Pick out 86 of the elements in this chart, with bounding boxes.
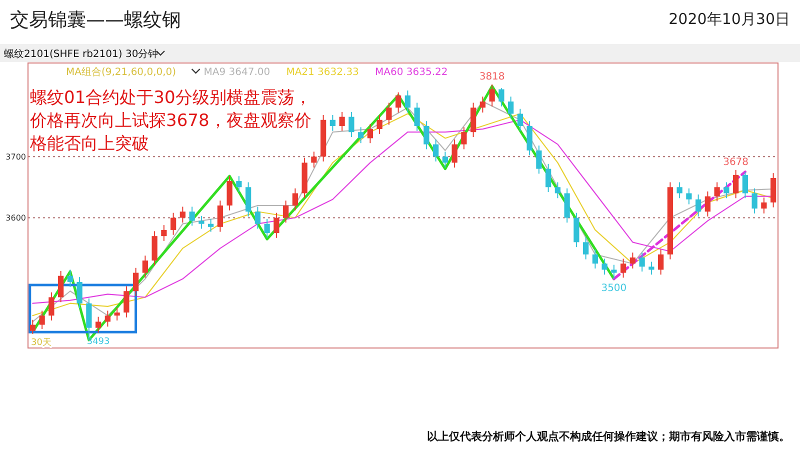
candlestick (283, 200, 289, 224)
y-tick-label: 3700 (6, 152, 26, 162)
annotation: 格能否向上突破 (29, 134, 149, 154)
candlestick (517, 108, 523, 132)
candlestick (189, 206, 195, 226)
candlestick (170, 212, 176, 236)
candlestick (676, 182, 682, 199)
candlestick (133, 267, 139, 297)
candlestick (452, 138, 458, 168)
candlestick (386, 102, 392, 126)
candlestick (461, 126, 467, 150)
candlestick (498, 88, 504, 107)
text: MA21 3632.33 (286, 67, 359, 78)
annotation: 价格再次向上试探3678，夜盘观察价 (29, 111, 312, 131)
annotation: 30天 (31, 337, 52, 348)
candlestick (508, 96, 514, 120)
candlestick (39, 310, 45, 330)
candlestick (76, 276, 82, 309)
annotation: 3818 (479, 71, 505, 82)
candlestick (376, 114, 382, 134)
candlestick (292, 188, 298, 211)
candlestick (752, 188, 758, 214)
candlestick (424, 120, 430, 150)
annotation: 3493 (86, 337, 110, 347)
candlestick (489, 84, 495, 107)
candlestick (724, 182, 730, 199)
candlestick (198, 215, 204, 230)
candlestick (546, 163, 552, 193)
chart-title: 交易锦囊——螺纹钢 (10, 9, 181, 31)
candlestick (583, 236, 589, 260)
candlestick (630, 252, 636, 269)
candlestick (236, 176, 242, 193)
candlestick (733, 170, 739, 199)
candlestick (686, 188, 692, 205)
candlestick (592, 249, 598, 269)
candlestick (254, 206, 260, 230)
candlestick (554, 182, 560, 199)
candlestick (142, 255, 148, 278)
annotation: 螺纹01合约处于30分级别横盘震荡， (30, 88, 312, 108)
candlestick (620, 258, 626, 278)
candlestick (396, 92, 402, 114)
candlestick (104, 310, 110, 328)
candlestick (761, 197, 767, 214)
candlestick (358, 126, 364, 144)
candlestick (367, 124, 373, 144)
text: MA60 3635.22 (375, 67, 448, 78)
candlestick (96, 316, 102, 334)
candlestick (311, 151, 317, 168)
chart-subtitle: 螺纹2101(SHFE rb2101) 30分钟 (4, 48, 158, 60)
candlestick (274, 212, 280, 238)
candlestick (67, 269, 73, 288)
candlestick (433, 138, 439, 162)
candlestick (30, 319, 36, 334)
y-tick-label: 3600 (6, 214, 26, 223)
candlestick (414, 102, 420, 132)
text: 以上仅代表分析师个人观点不构成任何操作建议；期市有风险入市需谨慎。 (427, 430, 790, 443)
candlestick (480, 96, 486, 114)
text: MA9 3647.00 (204, 67, 270, 78)
candlestick (339, 111, 345, 132)
candlestick (442, 151, 448, 168)
candlestick (208, 218, 214, 232)
candlestick (58, 270, 64, 303)
candlestick (404, 90, 410, 114)
candlestick (696, 194, 702, 218)
candlestick (348, 111, 354, 138)
candlestick (124, 286, 130, 318)
candlestick (639, 252, 645, 272)
candlestick (611, 264, 617, 280)
candlestick (217, 200, 223, 232)
annotation: 3500 (601, 282, 627, 294)
candlestick (648, 261, 654, 276)
candlestick (161, 224, 167, 242)
candlestick (536, 145, 542, 174)
candlestick (264, 218, 270, 238)
candlestick (714, 182, 720, 202)
text: 2020年10月30日 (668, 10, 790, 28)
candlestick (48, 292, 54, 321)
candlestick (742, 171, 748, 199)
candlestick (114, 307, 120, 321)
legend-title: MA组合(9,21,60,0,0,0) (66, 66, 176, 78)
annotation: 3678 (723, 157, 749, 168)
candlestick (704, 190, 710, 218)
candlestick (180, 206, 186, 224)
candlestick (658, 249, 664, 276)
candlestick (602, 258, 608, 276)
candlestick (330, 114, 336, 132)
